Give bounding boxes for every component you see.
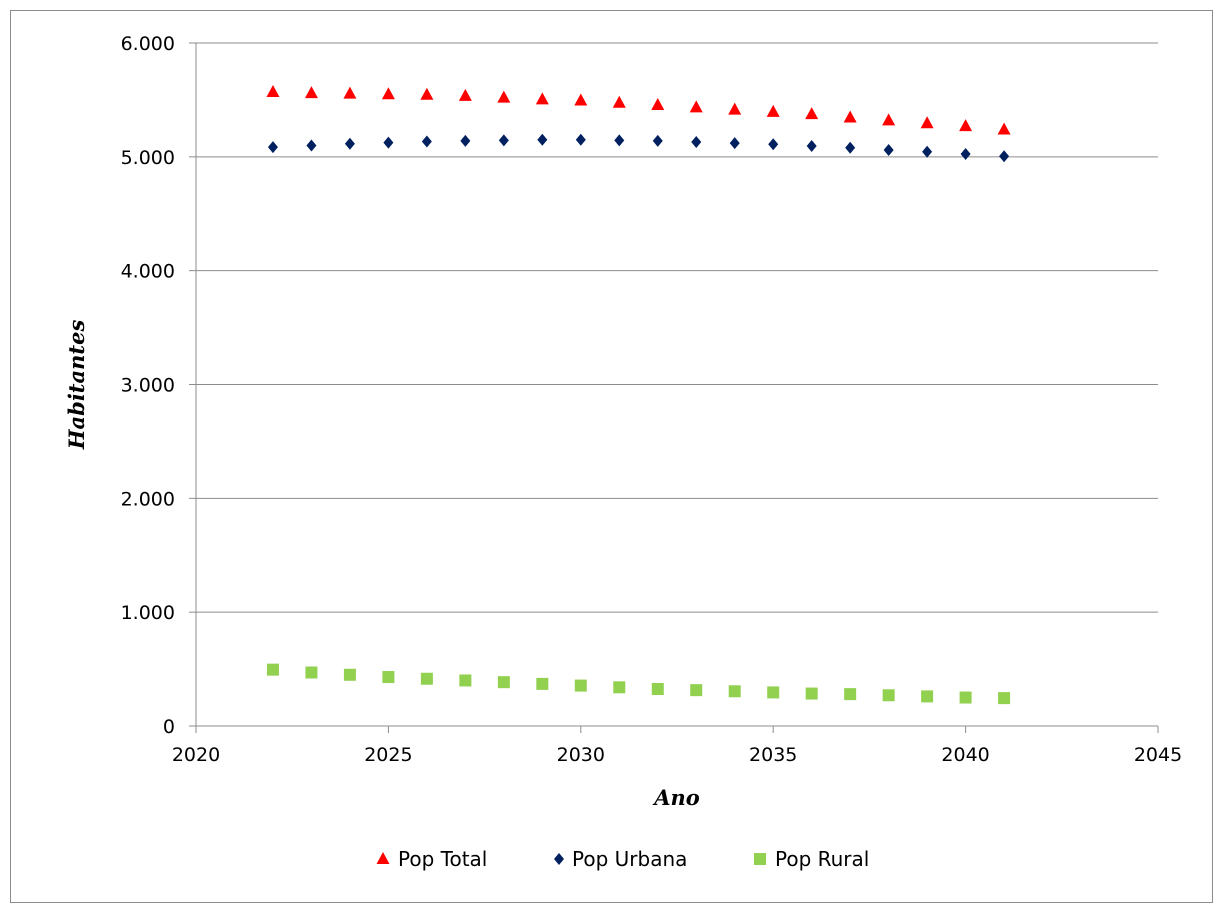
chart-frame: 0 1.000 2.000 3.000 4.000 5.000 6.000 2020 2025 2… <box>10 10 1213 903</box>
data-point <box>266 663 279 676</box>
legend-item: Pop Total <box>376 847 487 871</box>
legend-label: Pop Urbana <box>572 847 687 871</box>
data-point <box>267 141 278 154</box>
x-axis-title: Ano <box>652 785 700 810</box>
data-point <box>382 671 395 684</box>
data-point <box>921 690 934 703</box>
legend-label: Pop Rural <box>775 847 869 871</box>
data-point <box>845 141 856 154</box>
data-point <box>536 677 549 690</box>
data-point <box>537 133 548 146</box>
data-point <box>805 687 818 700</box>
legend-label: Pop Total <box>398 847 487 871</box>
data-point <box>728 102 742 115</box>
data-point <box>497 676 510 689</box>
data-point <box>266 84 280 97</box>
gridlines <box>196 42 1158 613</box>
data-point <box>768 138 779 151</box>
axes <box>189 42 1159 733</box>
data-point <box>651 98 665 111</box>
data-point <box>344 137 355 150</box>
series-pop-rural <box>266 663 1011 705</box>
data-point <box>420 672 433 685</box>
legend-diamond-icon <box>554 853 564 865</box>
data-point <box>304 86 318 99</box>
y-tick-label: 2.000 <box>121 488 175 510</box>
legend: Pop Total Pop Urbana Pop Rural <box>376 847 869 871</box>
data-point <box>691 136 702 149</box>
population-scatter-chart: 0 1.000 2.000 3.000 4.000 5.000 6.000 2020 2025 2… <box>64 33 1183 871</box>
data-point <box>883 144 894 157</box>
data-point <box>922 145 933 158</box>
legend-triangle-icon <box>376 852 390 864</box>
data-point <box>766 104 780 117</box>
y-tick-label: 3.000 <box>121 375 175 397</box>
legend-item: Pop Rural <box>754 847 869 871</box>
y-tick-label: 6.000 <box>121 33 175 55</box>
data-point <box>306 139 317 152</box>
x-tick-label: 2045 <box>1134 744 1182 766</box>
legend-square-icon <box>754 853 766 865</box>
data-point <box>882 689 895 702</box>
data-point <box>612 95 626 108</box>
data-point <box>959 119 973 132</box>
data-point <box>575 133 586 146</box>
data-point <box>651 683 664 696</box>
x-tick-label: 2030 <box>557 744 605 766</box>
data-point <box>767 686 780 699</box>
data-point <box>843 110 857 123</box>
data-point <box>920 116 934 129</box>
data-point <box>383 136 394 149</box>
data-point <box>690 684 703 697</box>
data-point <box>458 88 472 101</box>
series-pop-urbana <box>267 133 1010 163</box>
data-point <box>459 674 472 687</box>
data-point <box>343 668 356 681</box>
data-point <box>999 150 1010 163</box>
data-point <box>535 92 549 105</box>
data-point <box>959 691 972 704</box>
y-tick-label: 0 <box>163 716 175 738</box>
data-point <box>498 134 509 147</box>
data-point <box>652 134 663 147</box>
data-point <box>420 87 434 100</box>
data-point <box>960 147 971 160</box>
data-point <box>305 666 318 679</box>
data-point <box>574 679 587 692</box>
data-point <box>728 685 741 698</box>
data-point <box>689 100 703 113</box>
x-tick-label: 2025 <box>364 744 412 766</box>
data-point <box>998 692 1011 705</box>
data-point <box>614 134 625 147</box>
data-point <box>460 134 471 147</box>
data-point <box>729 137 740 150</box>
data-point <box>844 688 857 701</box>
data-point <box>806 140 817 153</box>
y-tick-label: 1.000 <box>121 602 175 624</box>
data-point <box>882 113 896 126</box>
series-pop-total <box>266 84 1011 135</box>
data-point <box>497 90 511 103</box>
data-point <box>381 87 395 100</box>
data-point <box>574 93 588 106</box>
data-point <box>997 122 1011 135</box>
tick-labels: 0 1.000 2.000 3.000 4.000 5.000 6.000 2020 2025 2… <box>121 33 1183 766</box>
data-point <box>421 135 432 148</box>
data-points <box>266 84 1011 705</box>
x-tick-label: 2020 <box>172 744 220 766</box>
y-tick-label: 4.000 <box>121 261 175 283</box>
data-point <box>805 107 819 120</box>
data-point <box>343 86 357 99</box>
data-point <box>613 681 626 694</box>
x-tick-label: 2035 <box>749 744 797 766</box>
x-tick-label: 2040 <box>941 744 989 766</box>
y-tick-label: 5.000 <box>121 147 175 169</box>
y-axis-title: Habitantes <box>64 320 89 451</box>
legend-item: Pop Urbana <box>554 847 687 871</box>
